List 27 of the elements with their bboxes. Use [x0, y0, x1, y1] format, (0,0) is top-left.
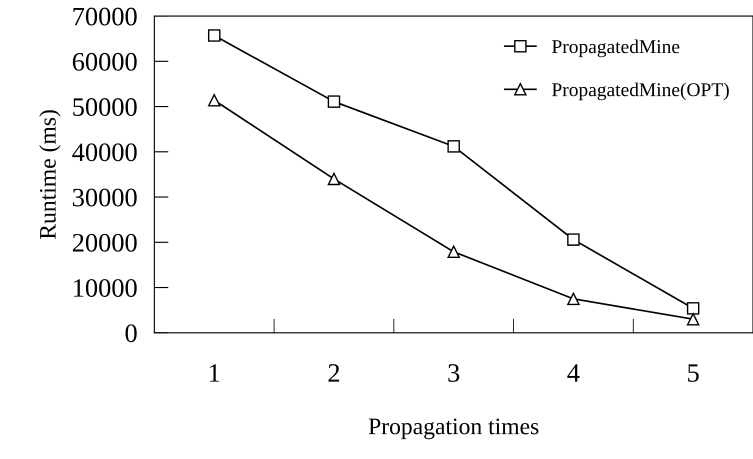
point [686, 312, 700, 326]
point [208, 94, 220, 106]
x-tick-label: 1 [210, 364, 220, 382]
y-tick-label: 70000 [73, 8, 137, 26]
legend-label: PropagatedMine [552, 40, 680, 58]
y-tick-label: 50000 [73, 98, 137, 116]
x-tick-label: 5 [688, 364, 699, 382]
point [208, 29, 220, 42]
y-tick-label: 30000 [72, 188, 137, 206]
x-axis-title: Propagation times [368, 418, 538, 440]
point [328, 95, 340, 108]
y-tick-label: 20000 [72, 234, 137, 252]
point [447, 246, 460, 258]
y-tick-label: 40000 [72, 143, 137, 162]
point [567, 233, 580, 246]
point [447, 140, 460, 153]
y-tick-label: 60000 [72, 52, 137, 71]
x-tick-label: 3 [448, 364, 460, 382]
point [686, 302, 700, 315]
x-tick-label: 2 [328, 364, 340, 382]
point [567, 292, 580, 306]
point [328, 172, 340, 186]
y-tick-label: 10000 [74, 279, 137, 297]
legend-label: PropagatedMine(OPT) [552, 82, 729, 100]
x-tick-label: 4 [567, 364, 580, 382]
y-axis-title: Runtime (ms) [39, 110, 61, 239]
y-tick-label: 0 [126, 324, 137, 342]
